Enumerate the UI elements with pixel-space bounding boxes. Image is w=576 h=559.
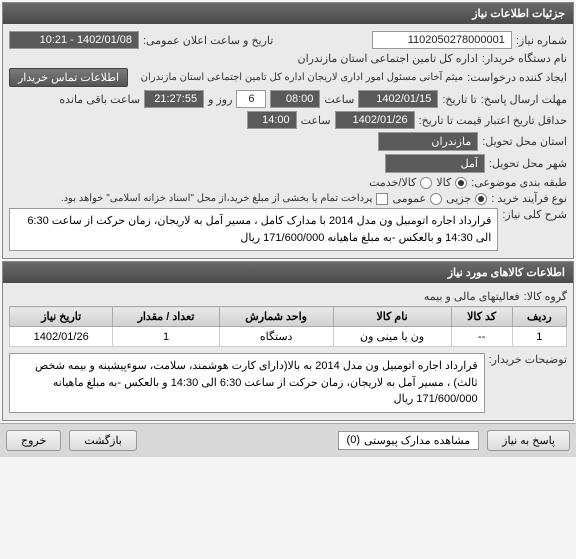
general-desc-box: قرارداد اجاره اتومبیل ون مدل 2014 با مدا… bbox=[9, 208, 498, 251]
cell-code: -- bbox=[451, 327, 512, 347]
category-label: طبقه بندی موضوعی: bbox=[471, 176, 567, 189]
cell-name: ون یا مینی ون bbox=[333, 327, 451, 347]
group-value: فعالیتهای مالی و بیمه bbox=[424, 290, 520, 303]
col-row: ردیف bbox=[512, 307, 566, 327]
attach-count: (0) bbox=[347, 434, 360, 446]
table-header-row: ردیف کد کالا نام کالا واحد شمارش تعداد /… bbox=[10, 307, 567, 327]
cat-service-radio[interactable] bbox=[420, 177, 432, 189]
deadline-time-field: 08:00 bbox=[270, 90, 320, 108]
buyer-label: نام دستگاه خریدار: bbox=[482, 52, 567, 65]
province-field: مازندران bbox=[378, 132, 478, 151]
remain-label: ساعت باقی مانده bbox=[59, 93, 140, 106]
time-label-1: ساعت bbox=[324, 93, 354, 106]
supply-date-field: 1402/01/26 bbox=[335, 111, 415, 129]
goods-table: ردیف کد کالا نام کالا واحد شمارش تعداد /… bbox=[9, 306, 567, 347]
remain-time-field: 21:27:55 bbox=[144, 90, 204, 108]
send-deadline-val: تا تاریخ: bbox=[442, 93, 476, 106]
send-deadline-label: مهلت ارسال پاسخ: bbox=[481, 93, 567, 106]
need-details-panel: جزئیات اطلاعات نیاز شماره نیاز: 11020502… bbox=[2, 2, 574, 259]
reply-button[interactable]: پاسخ به نیاز bbox=[487, 430, 570, 451]
col-qty: تعداد / مقدار bbox=[113, 307, 219, 327]
attachments-box[interactable]: مشاهده مدارک پیوستی (0) bbox=[338, 431, 480, 450]
table-row: 1 -- ون یا مینی ون دستگاه 1 1402/01/26 bbox=[10, 327, 567, 347]
group-label: گروه کالا: bbox=[524, 290, 567, 303]
deadline-label: حداقل تاریخ اعتبار قیمت تا تاریخ: bbox=[419, 114, 567, 127]
buy-partial-radio[interactable] bbox=[475, 193, 487, 205]
row-creator: ایجاد کننده درخواست: میثم آخانی مسئول ام… bbox=[9, 68, 567, 87]
creator-value: میثم آخانی مسئول امور اداری لاریجان ادار… bbox=[141, 72, 464, 83]
back-button[interactable]: بازگشت bbox=[69, 430, 137, 451]
row-general-desc: شرح کلی نیاز: قرارداد اجاره اتومبیل ون م… bbox=[9, 208, 567, 251]
row-city: شهر محل تحویل: آمل bbox=[9, 154, 567, 173]
row-need-no: شماره نیاز: 1102050278000001 تاریخ و ساع… bbox=[9, 31, 567, 49]
buy-bulk-radio[interactable] bbox=[430, 193, 442, 205]
contact-buyer-button[interactable]: اطلاعات تماس خریدار bbox=[9, 68, 128, 87]
row-buyer: نام دستگاه خریدار: اداره کل تامین اجتماع… bbox=[9, 52, 567, 65]
row-group: گروه کالا: فعالیتهای مالی و بیمه bbox=[9, 290, 567, 303]
buyer-value: اداره کل تامین اجتماعی استان مازندران bbox=[297, 52, 477, 65]
days-label: روز و bbox=[208, 93, 232, 106]
province-label: استان محل تحویل: bbox=[482, 135, 567, 148]
announce-label: تاریخ و ساعت اعلان عمومی: bbox=[143, 34, 273, 47]
city-field: آمل bbox=[385, 154, 485, 173]
row-buy-type: نوع فرآیند خرید : جزیی عمومی پرداخت تمام… bbox=[9, 192, 567, 205]
exit-button[interactable]: خروج bbox=[6, 430, 61, 451]
need-no-field: 1102050278000001 bbox=[372, 31, 512, 49]
cell-date: 1402/01/26 bbox=[10, 327, 113, 347]
treasury-checkbox[interactable] bbox=[376, 193, 388, 205]
cell-unit: دستگاه bbox=[219, 327, 333, 347]
time-label-2: ساعت bbox=[301, 114, 331, 127]
city-label: شهر محل تحویل: bbox=[489, 157, 567, 170]
buy-bulk-label: عمومی bbox=[392, 192, 426, 205]
cat-goods-radio[interactable] bbox=[455, 177, 467, 189]
buyer-note-box: قرارداد اجاره اتومبیل ون مدل 2014 به بال… bbox=[9, 353, 485, 413]
panel2-title: اطلاعات کالاهای مورد نیاز bbox=[3, 262, 573, 283]
goods-panel: اطلاعات کالاهای مورد نیاز گروه کالا: فعا… bbox=[2, 261, 574, 421]
row-province: استان محل تحویل: مازندران bbox=[9, 132, 567, 151]
creator-label: ایجاد کننده درخواست: bbox=[467, 71, 567, 84]
col-code: کد کالا bbox=[451, 307, 512, 327]
supply-time-field: 14:00 bbox=[247, 111, 297, 129]
attach-label: مشاهده مدارک پیوستی bbox=[364, 434, 470, 447]
days-field: 6 bbox=[236, 90, 266, 108]
col-name: نام کالا bbox=[333, 307, 451, 327]
footer-bar: پاسخ به نیاز مشاهده مدارک پیوستی (0) باز… bbox=[0, 423, 576, 457]
buy-partial-note: پرداخت تمام یا بخشی از مبلغ خرید،از محل … bbox=[61, 193, 373, 204]
general-desc-label: شرح کلی نیاز: bbox=[502, 208, 567, 221]
row-send-deadline: مهلت ارسال پاسخ: تا تاریخ: 1402/01/15 سا… bbox=[9, 90, 567, 108]
col-unit: واحد شمارش bbox=[219, 307, 333, 327]
col-date: تاریخ نیاز bbox=[10, 307, 113, 327]
cat-service-label: کالا/خدمت bbox=[369, 176, 416, 189]
row-buyer-note: توضیحات خریدار: قرارداد اجاره اتومبیل ون… bbox=[9, 353, 567, 413]
cell-qty: 1 bbox=[113, 327, 219, 347]
panel1-title: جزئیات اطلاعات نیاز bbox=[3, 3, 573, 24]
buy-partial-label: جزیی bbox=[446, 192, 471, 205]
row-price-validity: حداقل تاریخ اعتبار قیمت تا تاریخ: 1402/0… bbox=[9, 111, 567, 129]
announce-field: 1402/01/08 - 10:21 bbox=[9, 31, 139, 49]
row-category: طبقه بندی موضوعی: کالا کالا/خدمت bbox=[9, 176, 567, 189]
need-no-label: شماره نیاز: bbox=[516, 34, 567, 47]
cat-goods-label: کالا bbox=[436, 176, 451, 189]
cell-idx: 1 bbox=[512, 327, 566, 347]
deadline-date-field: 1402/01/15 bbox=[358, 90, 438, 108]
buyer-note-label: توضیحات خریدار: bbox=[489, 353, 567, 366]
buy-type-label: نوع فرآیند خرید : bbox=[491, 192, 567, 205]
